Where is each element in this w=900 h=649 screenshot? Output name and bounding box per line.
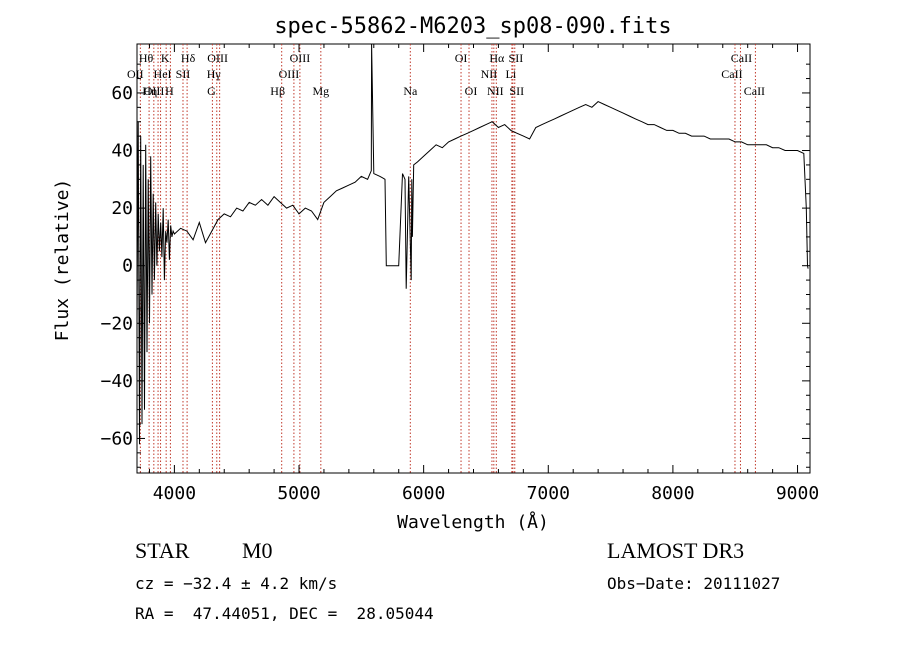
y-tick-label--60: −60 <box>100 428 133 449</box>
line-label-6: H <box>165 84 174 98</box>
y-tick-label--20: −20 <box>100 313 133 334</box>
line-label-3: K <box>161 51 170 65</box>
object-class: STAR <box>135 538 190 563</box>
line-label-8: Hδ <box>181 51 196 65</box>
line-label-11: G <box>207 84 216 98</box>
spectrum-line <box>136 43 809 445</box>
line-label-14: Hβ <box>270 84 285 98</box>
line-label-20: SII <box>509 51 524 65</box>
line-label-25: CaII <box>731 51 752 65</box>
y-tick-label-20: 20 <box>111 198 133 219</box>
y-axis-label: Flux (relative) <box>52 179 73 342</box>
x-tick-label-4000: 4000 <box>153 483 196 504</box>
line-label-21: NII <box>481 67 498 81</box>
line-label-16: Na <box>403 84 418 98</box>
line-label-19: Hα <box>489 51 505 65</box>
line-label-10: Hγ <box>207 67 222 81</box>
x-axis-ticks: 4000 5000 6000 7000 8000 9000 <box>148 44 819 504</box>
line-label-2: OIII <box>144 84 165 98</box>
survey-name: LAMOST DR3 <box>607 538 745 563</box>
y-tick-label-60: 60 <box>111 83 133 104</box>
object-subclass: M0 <box>242 538 273 563</box>
line-label-27: CaII <box>744 84 765 98</box>
x-tick-label-7000: 7000 <box>527 483 570 504</box>
chart-title: spec-55862-M6203_sp08-090.fits <box>274 14 671 39</box>
y-axis-ticks: −60 −40 −20 0 20 40 60 <box>100 63 810 468</box>
line-label-13: OIII <box>279 67 300 81</box>
line-label-1: OII <box>127 67 144 81</box>
spectral-line-markers <box>139 44 756 473</box>
line-label-24: SII <box>509 84 524 98</box>
line-label-5: Hη <box>142 84 157 98</box>
y-tick-label--40: −40 <box>100 371 133 392</box>
line-label-9: OIII <box>207 51 228 65</box>
line-label-4: HeI <box>154 67 172 81</box>
line-label-12: OIII <box>290 51 311 65</box>
x-tick-label-6000: 6000 <box>402 483 445 504</box>
plot-frame <box>136 43 811 474</box>
line-label-7: SII <box>176 67 191 81</box>
line-label-26: CaII <box>721 67 742 81</box>
line-label-18: OI <box>465 84 478 98</box>
coordinates: RA = 47.44051, DEC = 28.05044 <box>135 604 434 623</box>
x-axis-label: Wavelength (Å) <box>397 511 549 533</box>
x-tick-label-5000: 5000 <box>277 483 320 504</box>
observation-date: Obs−Date: 20111027 <box>607 574 781 593</box>
x-tick-label-9000: 9000 <box>776 483 819 504</box>
line-label-22: Li <box>506 67 517 81</box>
redshift-cz: cz = −32.4 ± 4.2 km/s <box>135 574 338 593</box>
x-tick-label-8000: 8000 <box>651 483 694 504</box>
y-tick-label-40: 40 <box>111 141 133 162</box>
line-label-0: Hθ <box>139 51 154 65</box>
y-tick-label-0: 0 <box>122 256 133 277</box>
line-label-17: OI <box>455 51 468 65</box>
line-label-15: Mg <box>312 84 329 98</box>
line-label-23: NII <box>487 84 504 98</box>
